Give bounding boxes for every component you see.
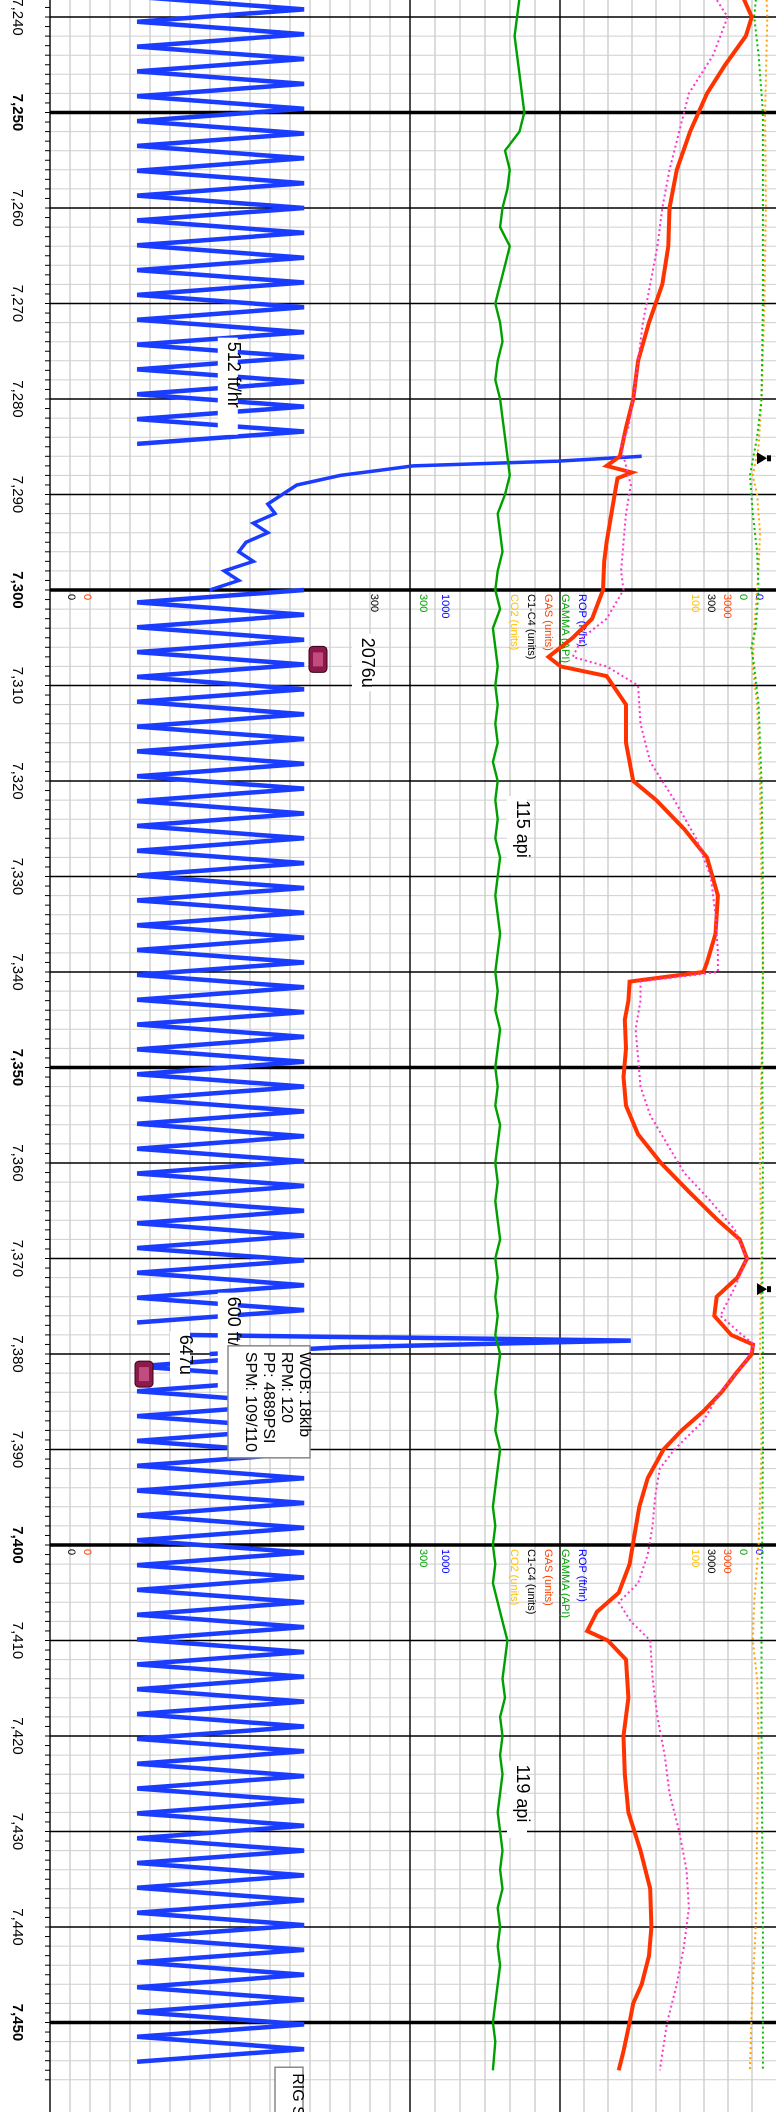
arrow-marker-stem bbox=[767, 1286, 771, 1293]
depth-tick-label: 7,370 bbox=[9, 1240, 26, 1278]
scale-header-label: GAS (units) bbox=[542, 1549, 554, 1606]
depth-tick-label: 7,410 bbox=[9, 1622, 26, 1660]
annotation-bg bbox=[217, 337, 238, 435]
arrow-marker bbox=[757, 452, 767, 465]
annotation-bg bbox=[507, 796, 527, 874]
depth-tick-label: 7,440 bbox=[9, 1908, 26, 1946]
series-line-co2 bbox=[748, 0, 769, 2071]
annotation-box-line: RPM: 120 bbox=[278, 1352, 295, 1423]
depth-tick-label: 7,290 bbox=[9, 476, 26, 514]
annotation-bg bbox=[170, 1330, 190, 1379]
annotation-bg bbox=[507, 1760, 527, 1838]
depth-tick-label: 7,350 bbox=[9, 1049, 26, 1087]
sample-marker-inner bbox=[313, 652, 323, 667]
scale-min-label: 0 bbox=[65, 594, 77, 600]
annotation-text: 512 ft/hr bbox=[224, 342, 244, 408]
scale-min-label: 1000 bbox=[439, 1549, 451, 1573]
scale-min-label: 0 bbox=[81, 1549, 93, 1555]
scale-max-label: 0 bbox=[753, 594, 765, 600]
annotation-text: 300 bbox=[368, 594, 380, 612]
scale-headers: ROP (ft/hr) GAMMA (API) GAS (units) C1-C4 (… bbox=[65, 594, 765, 1618]
depth-tick-label: 7,390 bbox=[9, 1431, 26, 1469]
annotation-text: 115 api bbox=[513, 800, 533, 858]
series-rop-oscillation bbox=[136, 1351, 305, 2064]
annotation-box-line: PP: 4889PSI bbox=[260, 1352, 277, 1444]
annotation-box-line: SPM: 109/110 bbox=[242, 1352, 259, 1452]
scale-header-label: CO2 (units) bbox=[508, 594, 520, 650]
annotation-text: 119 api bbox=[513, 1765, 533, 1823]
scale-max-label: 0 bbox=[737, 1549, 749, 1555]
scale-max-label: 3000 bbox=[705, 1549, 717, 1573]
depth-tick-label: 7,430 bbox=[9, 1813, 26, 1851]
depth-tick-label: 7,420 bbox=[9, 1717, 26, 1755]
series-rop-line bbox=[209, 454, 642, 592]
scale-min-label: 0 bbox=[65, 1549, 77, 1555]
sample-marker-inner bbox=[139, 1367, 149, 1382]
scale-min-label: 0 bbox=[81, 594, 93, 600]
scale-header-label: C1-C4 (units) bbox=[525, 1549, 537, 1614]
scale-max-label: 3000 bbox=[721, 594, 733, 618]
scale-header-label: GAS (units) bbox=[542, 594, 554, 651]
depth-axis: 7,240 7,250 7,260 7,270 7,280 7,290 7,300 7,310… bbox=[9, 0, 26, 2041]
scale-header-label: GAMMA (API) bbox=[559, 594, 571, 663]
series-rop-oscillation bbox=[136, 587, 305, 1325]
scale-max-label: 0 bbox=[753, 1549, 765, 1555]
depth-tick-label: 7,340 bbox=[9, 953, 26, 991]
annotation-text: 647u bbox=[176, 1335, 196, 1375]
annotation-bg bbox=[352, 633, 372, 692]
scale-max-label: 3000 bbox=[721, 1549, 733, 1573]
arrow-marker-stem bbox=[767, 455, 771, 462]
depth-tick-label: 7,250 bbox=[9, 94, 26, 132]
series-group bbox=[136, 0, 769, 2071]
scale-header-label: CO2 (units) bbox=[508, 1549, 520, 1605]
annotation-text: 2076u bbox=[358, 638, 378, 688]
depth-tick-label: 7,330 bbox=[9, 858, 26, 896]
scale-header-label: C1-C4 (units) bbox=[525, 594, 537, 659]
depth-tick-label: 7,280 bbox=[9, 380, 26, 418]
scale-max-label: 300 bbox=[705, 594, 717, 612]
depth-tick-label: 7,300 bbox=[9, 571, 26, 609]
scale-max-label: 100 bbox=[689, 1549, 701, 1567]
sample-marker-icon bbox=[134, 1360, 154, 1388]
depth-tick-label: 7,360 bbox=[9, 1144, 26, 1182]
arrow-marker bbox=[757, 1283, 767, 1296]
series-line-c1-c4 bbox=[571, 0, 756, 2071]
sample-marker-icon bbox=[308, 645, 328, 673]
depth-tick-label: 7,260 bbox=[9, 189, 26, 227]
scale-min-label: 300 bbox=[417, 1549, 429, 1567]
scale-min-label: 1000 bbox=[439, 594, 451, 618]
depth-tick-label: 7,270 bbox=[9, 285, 26, 323]
depth-tick-label: 7,240 bbox=[9, 0, 26, 36]
scale-header-label: GAMMA (API) bbox=[559, 1549, 571, 1618]
annotation-box-line: RIG S bbox=[289, 2073, 306, 2112]
series-line-gas bbox=[545, 0, 756, 2071]
scale-header-label: ROP (ft/hr) bbox=[576, 1549, 588, 1602]
scale-max-label: 0 bbox=[737, 594, 749, 600]
series-line-gamma bbox=[491, 0, 526, 2071]
depth-tick-label: 7,320 bbox=[9, 762, 26, 800]
annotation-box bbox=[274, 2066, 304, 2112]
annotation-box-line: WOB: 18klb bbox=[296, 1352, 313, 1437]
depth-tick-label: 7,450 bbox=[9, 2004, 26, 2042]
depth-tick-label: 7,310 bbox=[9, 667, 26, 705]
depth-tick-label: 7,380 bbox=[9, 1335, 26, 1373]
scale-header-label: ROP (ft/hr) bbox=[576, 594, 588, 647]
scale-max-label: 100 bbox=[689, 594, 701, 612]
annotation-box bbox=[227, 1345, 311, 1459]
scale-min-label: 300 bbox=[417, 594, 429, 612]
depth-tick-label: 7,400 bbox=[9, 1526, 26, 1564]
